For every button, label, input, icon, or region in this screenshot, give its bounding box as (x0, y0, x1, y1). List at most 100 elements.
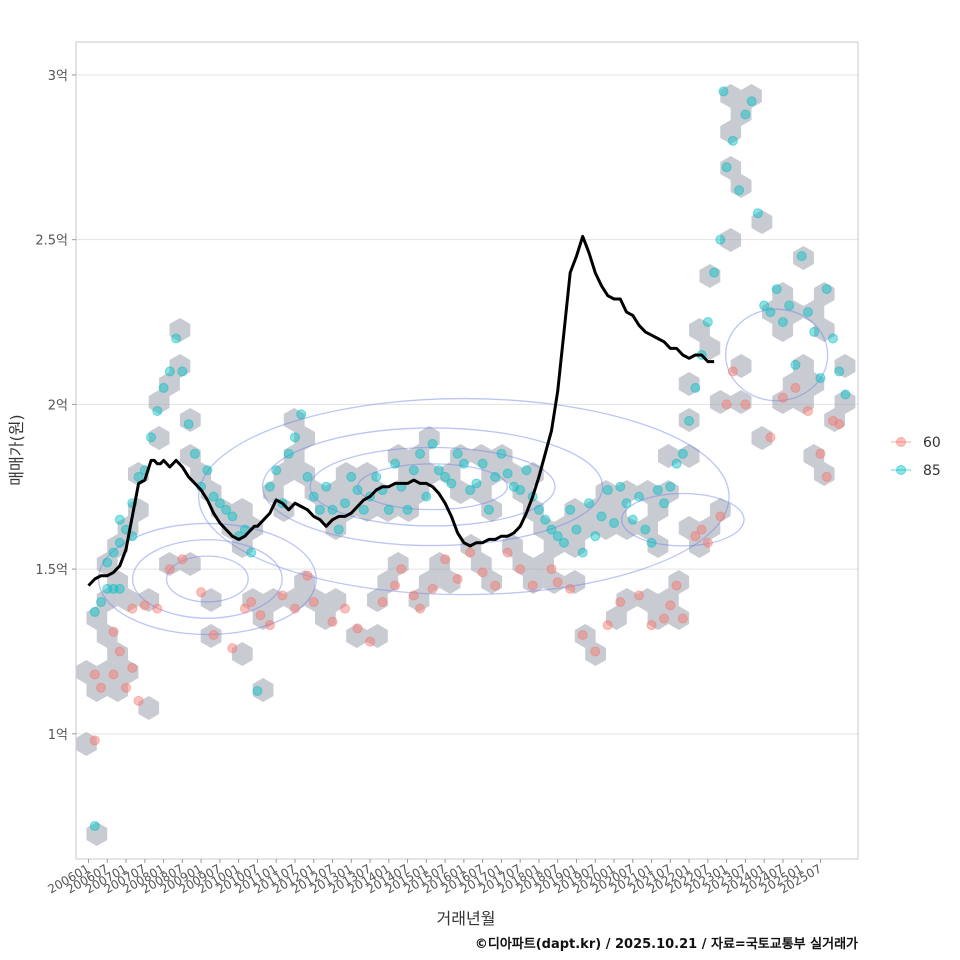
scatter-point-60 (114, 646, 125, 657)
hexbin-cell (86, 606, 108, 630)
scatter-point-85 (283, 448, 294, 459)
y-tick-label: 2억 (48, 398, 68, 413)
hexbin-cell (637, 516, 658, 540)
hexbin-cell (616, 516, 638, 540)
scatter-point-85 (471, 478, 482, 489)
scatter-point-85 (108, 547, 119, 558)
scatter-point-60 (89, 669, 100, 680)
scatter-point-60 (834, 419, 845, 430)
scatter-point-85 (465, 485, 476, 496)
hexbin-cell (678, 444, 700, 468)
hexbin-cell (709, 498, 731, 522)
scatter-point-60 (246, 597, 257, 608)
scatter-point-60 (546, 564, 557, 575)
density-contour (261, 427, 604, 547)
hexbin-cell (595, 516, 617, 540)
scatter-point-85 (718, 86, 729, 97)
scatter-point-60 (821, 471, 832, 482)
hexbin-cell (793, 246, 814, 270)
scatter-point-60 (477, 567, 488, 578)
scatter-point-85 (133, 471, 144, 482)
scatter-point-60 (127, 662, 138, 673)
scatter-point-85 (609, 517, 620, 528)
scatter-point-85 (746, 96, 757, 107)
scatter-point-60 (390, 580, 401, 591)
scatter-point-85 (583, 498, 594, 509)
hexbin-cell (533, 552, 554, 576)
scatter-point-60 (289, 603, 300, 614)
hexbin-cell (803, 372, 825, 396)
scatter-point-85 (634, 491, 645, 502)
scatter-point-85 (821, 284, 832, 295)
scatter-point-85 (415, 448, 426, 459)
hexbin-cell (678, 516, 700, 540)
scatter-point-60 (515, 564, 526, 575)
hexbin-cell (585, 642, 606, 666)
hexbin-cell (387, 552, 409, 576)
hexbin-cell (803, 444, 825, 468)
scatter-point-60 (715, 511, 726, 522)
hexbin-cell (96, 660, 118, 684)
hexbin-cell (574, 516, 596, 540)
scatter-point-85 (483, 504, 494, 515)
hexbin-cell (803, 300, 825, 324)
density-contour (97, 522, 317, 636)
hexbin-cell (117, 588, 139, 612)
hexbin-cell (564, 570, 586, 594)
scatter-point-60 (815, 448, 826, 459)
scatter-point-60 (615, 597, 626, 608)
plot-panel-border (75, 41, 859, 860)
scatter-point-85 (752, 208, 763, 219)
hexbin-cell (315, 498, 336, 522)
hexbin-cell (148, 426, 170, 450)
hexbin-cell (304, 588, 326, 612)
scatter-point-60 (659, 613, 670, 624)
scatter-point-85 (114, 514, 125, 525)
scatter-point-60 (696, 524, 707, 535)
scatter-point-60 (208, 629, 219, 640)
scatter-point-85 (171, 333, 182, 344)
scatter-point-85 (702, 317, 713, 328)
density-contour (725, 308, 829, 402)
scatter-point-85 (721, 162, 732, 173)
hexbin-cell (252, 606, 274, 630)
scatter-point-85 (759, 300, 770, 311)
hexbin-cell (793, 354, 814, 378)
hexbin-cell (637, 588, 658, 612)
hexbin-cell (813, 282, 835, 306)
scatter-point-60 (127, 603, 138, 614)
density-contour (357, 463, 509, 511)
hexbin-cell (252, 678, 274, 702)
scatter-point-85 (590, 531, 601, 542)
hexbin-layer (76, 84, 856, 846)
hexbin-cell (512, 552, 534, 576)
scatter-point-60 (227, 643, 238, 654)
scatter-point-85 (815, 373, 826, 384)
hexbin-cell (730, 354, 752, 378)
hexbin-cell (772, 318, 794, 342)
hexbin-cell (107, 534, 128, 558)
scatter-point-60 (490, 580, 501, 591)
scatter-point-85 (540, 514, 551, 525)
scatter-point-85 (558, 537, 569, 548)
scatter-point-60 (552, 577, 563, 588)
scatter-point-85 (452, 448, 463, 459)
hexbin-cell (117, 516, 139, 540)
hexbin-cell (283, 588, 305, 612)
scatter-point-85 (340, 498, 351, 509)
trend-line (87, 234, 715, 587)
scatter-point-85 (308, 491, 319, 502)
hexbin-cell (439, 462, 461, 486)
scatter-point-60 (177, 554, 188, 565)
scatter-point-85 (552, 531, 563, 542)
x-axis-ticks: 2006012006072007012007072008012008072009… (45, 859, 824, 897)
scatter-point-85 (646, 537, 657, 548)
scatter-point-85 (321, 481, 332, 492)
hexbin-cell (367, 588, 388, 612)
hexbin-cell (408, 480, 430, 504)
scatter-point-85 (102, 557, 113, 568)
scatter-point-85 (784, 300, 795, 311)
scatter-point-60 (139, 600, 150, 611)
scatter-point-60 (89, 735, 100, 746)
scatter-point-85 (659, 498, 670, 509)
